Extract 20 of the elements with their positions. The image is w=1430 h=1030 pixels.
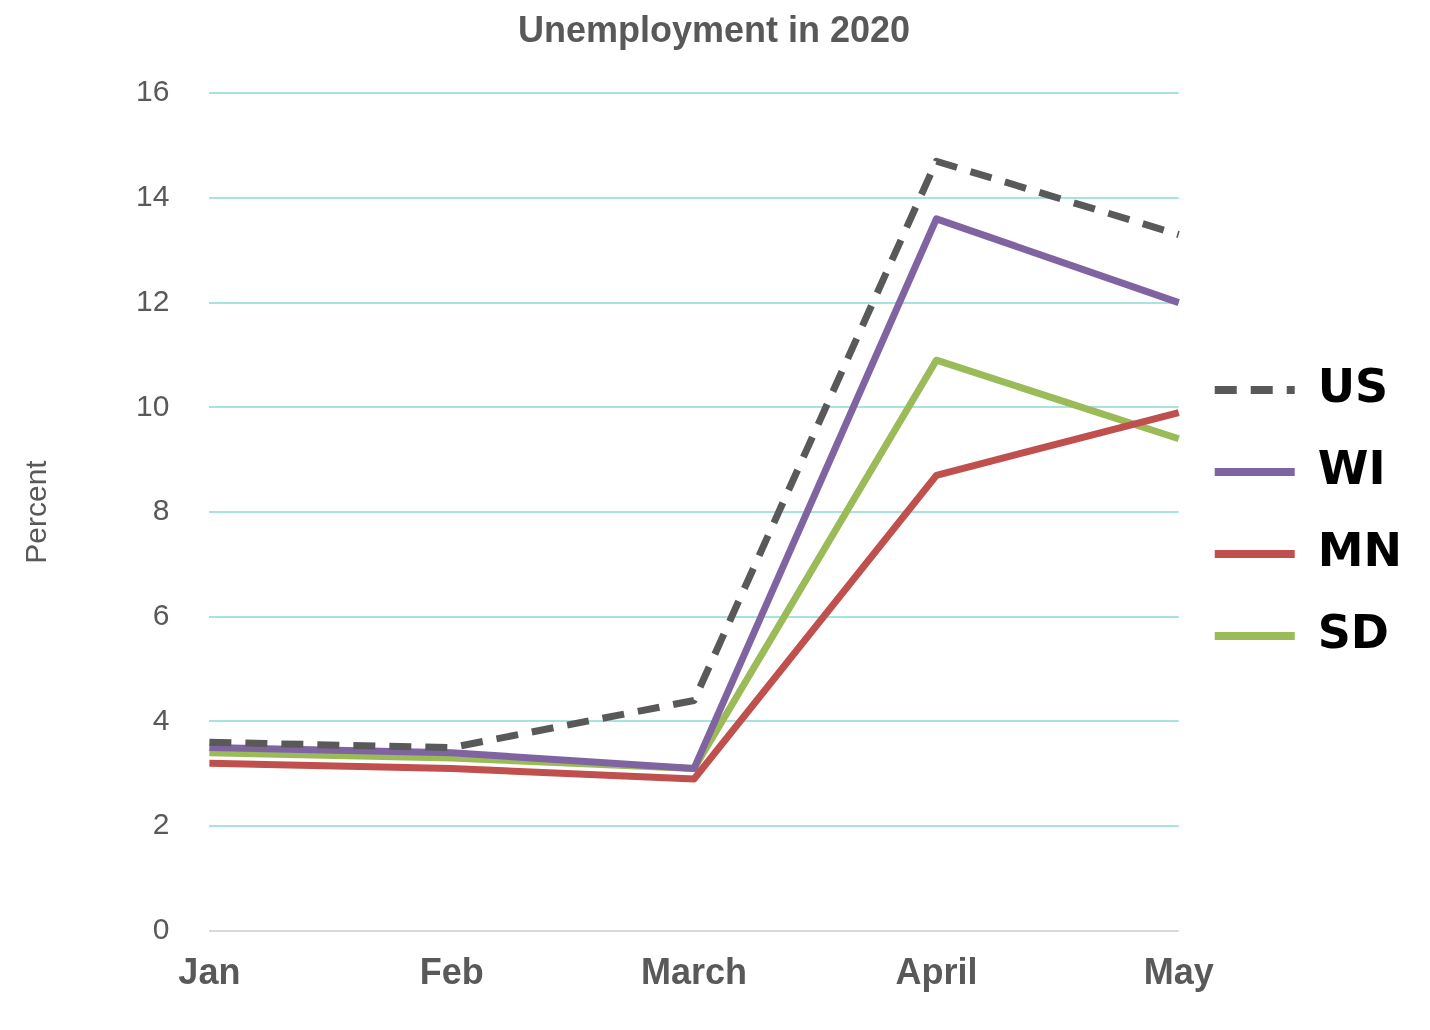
y-axis-title: Percent (19, 459, 53, 564)
chart-title: Unemployment in 2020 (517, 8, 911, 50)
x-tick-label: Jan (178, 951, 241, 993)
y-tick-label: 0 (152, 912, 170, 946)
legend-label: SD (1317, 604, 1390, 659)
x-tick-label: March (641, 951, 748, 993)
y-tick-label: 4 (152, 702, 170, 736)
y-tick-label: 10 (135, 388, 170, 422)
legend-label: WI (1317, 440, 1386, 495)
x-tick-label: April (895, 951, 978, 993)
x-tick-label: Feb (419, 951, 484, 993)
y-tick-label: 14 (135, 179, 170, 213)
y-tick-label: 6 (152, 597, 170, 631)
y-tick-label: 16 (135, 74, 170, 108)
legend-label: MN (1317, 522, 1403, 577)
y-tick-label: 12 (135, 283, 170, 317)
y-tick-label: 8 (152, 493, 170, 527)
legend-label: US (1317, 358, 1389, 413)
x-tick-label: May (1143, 951, 1214, 993)
y-tick-label: 2 (152, 807, 170, 841)
